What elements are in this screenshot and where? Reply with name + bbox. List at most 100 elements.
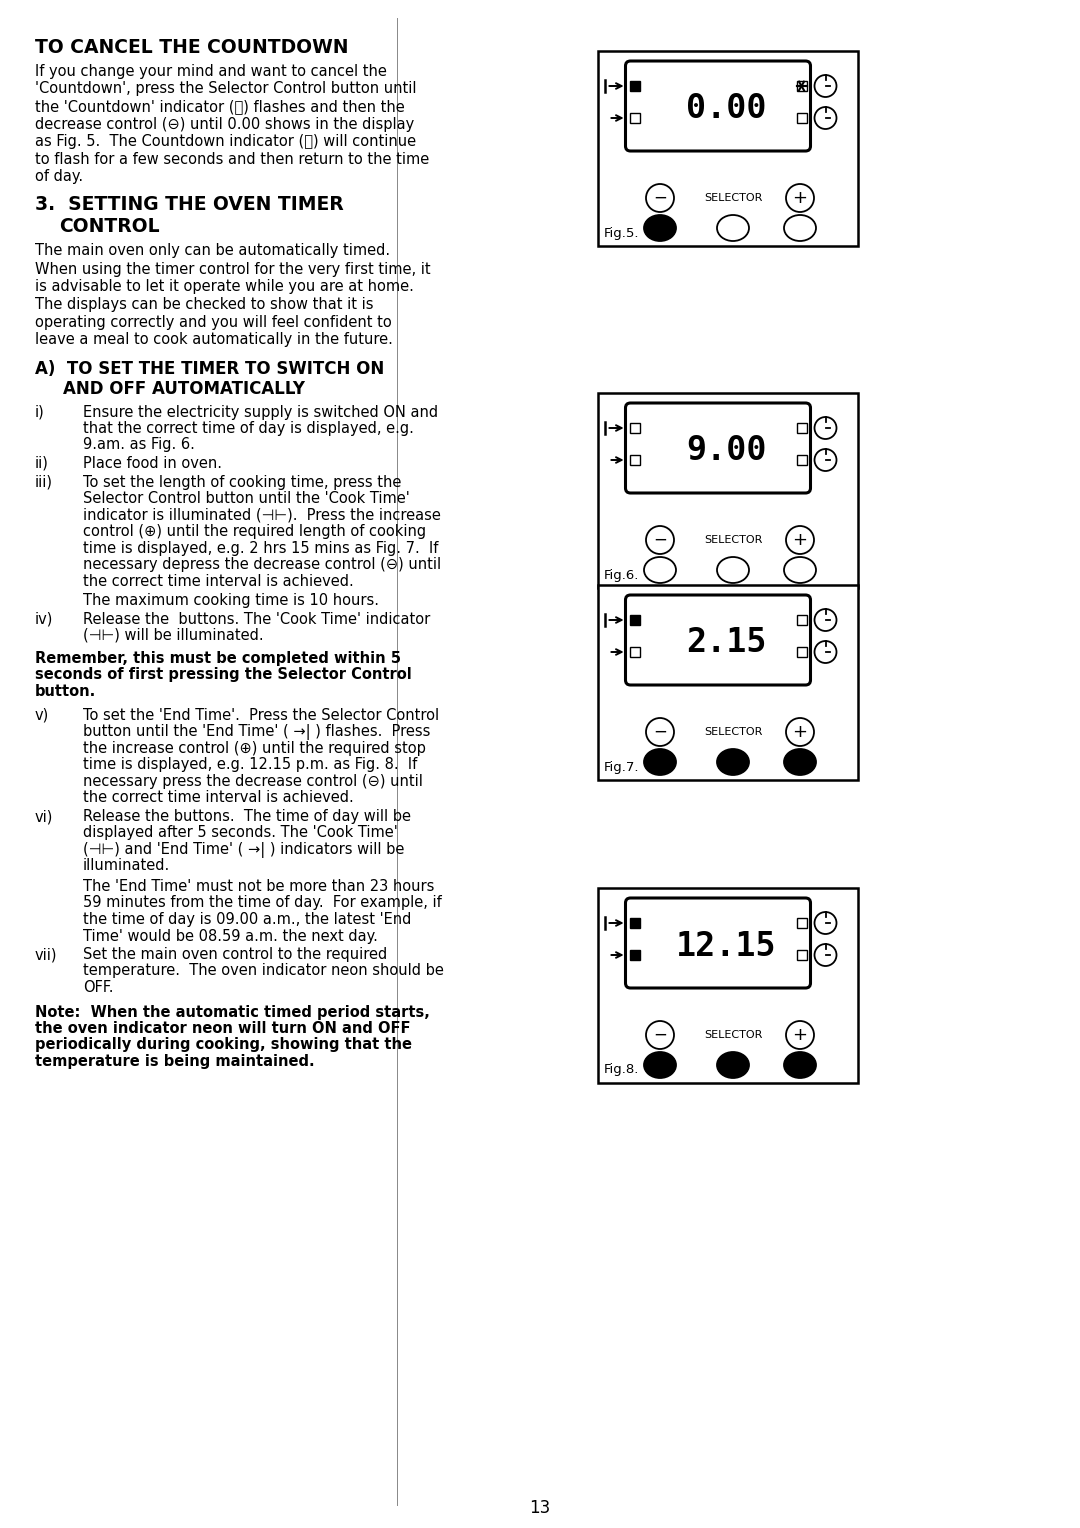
Text: To set the 'End Time'.  Press the Selector Control: To set the 'End Time'. Press the Selecto…	[83, 707, 440, 723]
Text: TO CANCEL THE COUNTDOWN: TO CANCEL THE COUNTDOWN	[35, 38, 349, 57]
Circle shape	[814, 75, 837, 96]
Ellipse shape	[784, 558, 816, 584]
Text: +: +	[793, 1025, 808, 1044]
Text: Fig.6.: Fig.6.	[604, 568, 639, 582]
Text: periodically during cooking, showing that the: periodically during cooking, showing tha…	[35, 1038, 411, 1053]
Circle shape	[814, 107, 837, 128]
Bar	[797, 646, 807, 657]
Text: SELECTOR: SELECTOR	[704, 193, 762, 203]
Text: the correct time interval is achieved.: the correct time interval is achieved.	[83, 790, 354, 805]
Text: 13: 13	[529, 1499, 551, 1517]
Text: time is displayed, e.g. 2 hrs 15 mins as Fig. 7.  If: time is displayed, e.g. 2 hrs 15 mins as…	[83, 541, 438, 556]
Text: Fig.8.: Fig.8.	[604, 1063, 639, 1077]
Text: 3.  SETTING THE OVEN TIMER: 3. SETTING THE OVEN TIMER	[35, 194, 343, 214]
Text: Set the main oven control to the required: Set the main oven control to the require…	[83, 947, 388, 963]
Text: iv): iv)	[35, 611, 53, 626]
Text: The displays can be checked to show that it is: The displays can be checked to show that…	[35, 296, 374, 312]
Text: −: −	[653, 723, 667, 741]
Bar	[598, 393, 858, 587]
Text: Release the buttons.  The time of day will be: Release the buttons. The time of day wil…	[83, 808, 411, 824]
Text: of day.: of day.	[35, 170, 83, 183]
Text: The main oven only can be automatically timed.: The main oven only can be automatically …	[35, 243, 390, 258]
Bar	[630, 646, 639, 657]
Ellipse shape	[644, 558, 676, 584]
Text: Selector Control button until the 'Cook Time': Selector Control button until the 'Cook …	[83, 490, 409, 506]
Text: CONTROL: CONTROL	[59, 217, 160, 235]
Bar	[797, 81, 807, 92]
Text: 'Countdown', press the Selector Control button until: 'Countdown', press the Selector Control …	[35, 81, 417, 96]
Text: Ensure the electricity supply is switched ON and: Ensure the electricity supply is switche…	[83, 405, 438, 420]
Text: i): i)	[35, 405, 44, 420]
Text: necessary depress the decrease control (⊖) until: necessary depress the decrease control (…	[83, 558, 441, 571]
FancyBboxPatch shape	[625, 594, 810, 685]
Bar	[598, 50, 858, 246]
Text: the increase control (⊕) until the required stop: the increase control (⊕) until the requi…	[83, 741, 426, 756]
Bar	[630, 950, 639, 960]
Text: 0.00: 0.00	[686, 93, 766, 125]
Text: as Fig. 5.  The Countdown indicator (Ⓣ) will continue: as Fig. 5. The Countdown indicator (Ⓣ) w…	[35, 134, 416, 150]
Text: +: +	[793, 189, 808, 206]
Text: the time of day is 09.00 a.m., the latest 'End: the time of day is 09.00 a.m., the lates…	[83, 912, 411, 927]
Text: seconds of first pressing the Selector Control: seconds of first pressing the Selector C…	[35, 668, 411, 681]
Circle shape	[814, 610, 837, 631]
Bar	[797, 113, 807, 122]
Ellipse shape	[784, 749, 816, 775]
Text: the oven indicator neon will turn ON and OFF: the oven indicator neon will turn ON and…	[35, 1021, 410, 1036]
Circle shape	[814, 642, 837, 663]
Text: Note:  When the automatic timed period starts,: Note: When the automatic timed period st…	[35, 1004, 430, 1019]
Ellipse shape	[644, 749, 676, 775]
Ellipse shape	[784, 1051, 816, 1077]
Circle shape	[646, 183, 674, 212]
Text: illuminated.: illuminated.	[83, 859, 171, 874]
Text: If you change your mind and want to cancel the: If you change your mind and want to canc…	[35, 64, 387, 79]
Text: 12.15: 12.15	[676, 929, 777, 963]
Text: The 'End Time' must not be more than 23 hours: The 'End Time' must not be more than 23 …	[83, 879, 434, 894]
Text: −: −	[653, 532, 667, 549]
Text: −: −	[653, 189, 667, 206]
Text: leave a meal to cook automatically in the future.: leave a meal to cook automatically in th…	[35, 332, 393, 347]
Text: +: +	[793, 532, 808, 549]
Text: SELECTOR: SELECTOR	[704, 1030, 762, 1041]
Text: Fig.7.: Fig.7.	[604, 761, 639, 773]
Bar	[630, 455, 639, 465]
Circle shape	[814, 417, 837, 439]
Text: vi): vi)	[35, 808, 53, 824]
Text: operating correctly and you will feel confident to: operating correctly and you will feel co…	[35, 315, 392, 330]
Text: OFF.: OFF.	[83, 979, 113, 995]
Text: displayed after 5 seconds. The 'Cook Time': displayed after 5 seconds. The 'Cook Tim…	[83, 825, 397, 840]
Text: (⊣⊢) will be illuminated.: (⊣⊢) will be illuminated.	[83, 628, 264, 643]
Text: iii): iii)	[35, 475, 53, 489]
Circle shape	[814, 449, 837, 471]
Text: vii): vii)	[35, 947, 57, 963]
Bar	[630, 81, 639, 92]
Text: To set the length of cooking time, press the: To set the length of cooking time, press…	[83, 475, 402, 489]
Text: necessary press the decrease control (⊖) until: necessary press the decrease control (⊖)…	[83, 775, 423, 788]
Text: 9.00: 9.00	[686, 434, 766, 468]
Text: SELECTOR: SELECTOR	[704, 535, 762, 545]
Circle shape	[786, 526, 814, 555]
Text: Place food in oven.: Place food in oven.	[83, 455, 222, 471]
Ellipse shape	[717, 215, 750, 241]
Circle shape	[646, 1021, 674, 1050]
Circle shape	[814, 912, 837, 934]
Ellipse shape	[717, 558, 750, 584]
Bar	[797, 950, 807, 960]
Text: temperature.  The oven indicator neon should be: temperature. The oven indicator neon sho…	[83, 964, 444, 978]
Ellipse shape	[644, 215, 676, 241]
Text: the 'Countdown' indicator (Ⓣ) flashes and then the: the 'Countdown' indicator (Ⓣ) flashes an…	[35, 99, 405, 115]
Text: 59 minutes from the time of day.  For example, if: 59 minutes from the time of day. For exa…	[83, 895, 442, 911]
Text: button until the 'End Time' ( →| ) flashes.  Press: button until the 'End Time' ( →| ) flash…	[83, 724, 430, 741]
Text: is advisable to let it operate while you are at home.: is advisable to let it operate while you…	[35, 280, 414, 295]
Ellipse shape	[644, 1051, 676, 1077]
Circle shape	[786, 183, 814, 212]
Text: decrease control (⊖) until 0.00 shows in the display: decrease control (⊖) until 0.00 shows in…	[35, 116, 415, 131]
Circle shape	[786, 718, 814, 746]
Circle shape	[814, 944, 837, 966]
Text: When using the timer control for the very first time, it: When using the timer control for the ver…	[35, 261, 431, 277]
Text: control (⊕) until the required length of cooking: control (⊕) until the required length of…	[83, 524, 427, 539]
Text: the correct time interval is achieved.: the correct time interval is achieved.	[83, 573, 354, 588]
Bar	[630, 113, 639, 122]
Bar	[598, 888, 858, 1082]
Text: Fig.5.: Fig.5.	[604, 226, 639, 240]
Text: SELECTOR: SELECTOR	[704, 727, 762, 736]
